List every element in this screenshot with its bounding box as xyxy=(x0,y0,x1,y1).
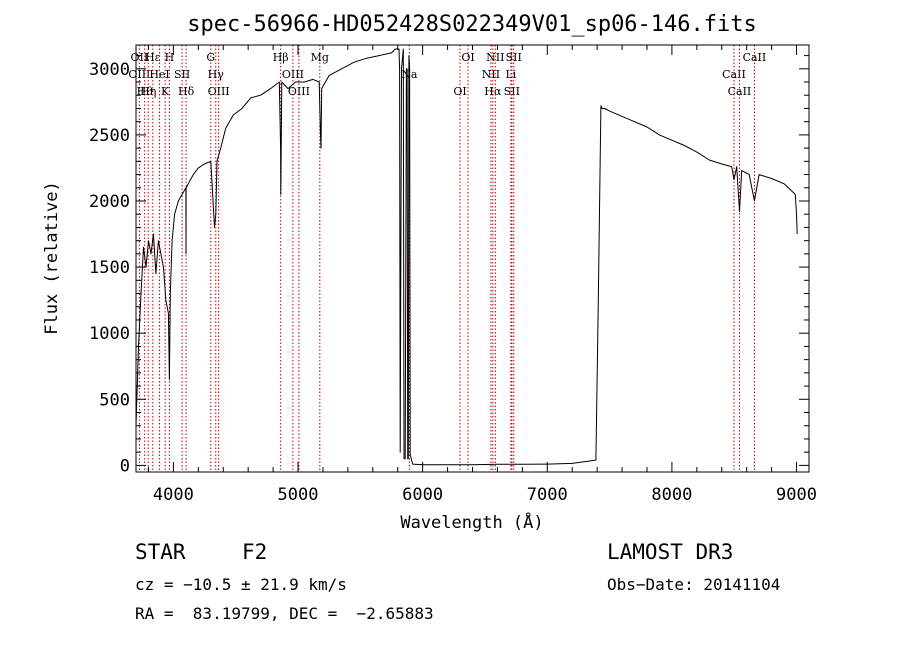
line-label-14-0: OIII xyxy=(288,85,310,98)
y-tick-label-1500: 1500 xyxy=(89,258,130,278)
line-label-12-0: Hβ xyxy=(273,51,289,64)
y-axis-label: Flux (relative) xyxy=(42,181,62,335)
line-label-19-0: NII xyxy=(482,68,500,81)
line-label-10-0: Hγ xyxy=(208,68,225,81)
y-axis: 0 500 1000 1500 2000 2500 3000 xyxy=(89,55,809,476)
line-label-7-0: SII xyxy=(174,68,190,81)
y-tick-label-0: 0 xyxy=(120,456,130,476)
line-label-2-0: Hη xyxy=(140,85,156,98)
x-tick-label-8000: 8000 xyxy=(651,485,692,505)
line-label-9-0: G xyxy=(206,51,215,64)
x-axis: 4000 5000 6000 7000 8000 9000 xyxy=(147,45,817,505)
x-tick-label-9000: 9000 xyxy=(776,485,817,505)
survey-name: LAMOST DR3 xyxy=(607,540,734,564)
line-label-26-0: CaII xyxy=(728,85,752,98)
line-label-17-0: OI xyxy=(453,85,466,98)
spectrum-series xyxy=(135,48,798,466)
line-label-20-0: Hα xyxy=(484,85,502,98)
line-label-21-0: NII xyxy=(486,51,504,64)
line-label-8-0: Hδ xyxy=(178,85,195,98)
y-tick-label-3000: 3000 xyxy=(89,60,130,80)
x-tick-label-6000: 6000 xyxy=(402,485,443,505)
line-label-23-0: SII xyxy=(504,85,520,98)
object-type: STAR xyxy=(135,540,186,564)
x-tick-label-7000: 7000 xyxy=(527,485,568,505)
plot-frame xyxy=(135,44,810,473)
x-tick-label-5000: 5000 xyxy=(278,485,319,505)
redshift-text: cz = −10.5 ± 21.9 km/s xyxy=(135,575,347,594)
coordinates: RA = 83.19799, DEC = −2.65883 xyxy=(135,604,434,623)
y-tick-label-2500: 2500 xyxy=(89,126,130,146)
line-label-0-1: OIII xyxy=(128,68,150,81)
line-label-13-0: OIII xyxy=(282,68,304,81)
line-label-15-0: Mg xyxy=(311,51,329,64)
line-label-22-0: Li xyxy=(505,68,516,81)
line-label-5-0: K xyxy=(161,85,170,98)
subclass: F2 xyxy=(242,540,268,564)
line-markers: OIIOIIIHθHηHεHeIKHSIIHδGHγOIIIHβOIIIOIII… xyxy=(128,45,766,472)
line-label-18-0: OI xyxy=(461,51,474,64)
line-label-24-0: SII xyxy=(506,51,522,64)
chart-title: spec-56966-HD052428S022349V01_sp06-146.f… xyxy=(187,12,757,37)
y-tick-label-2000: 2000 xyxy=(89,192,130,212)
line-label-25-0: CaII xyxy=(722,68,746,81)
line-label-6-0: H xyxy=(165,51,175,64)
y-tick-label-1000: 1000 xyxy=(89,324,130,344)
line-label-3-0: Hε xyxy=(145,51,161,64)
line-label-0-0: OII xyxy=(131,51,149,64)
obs-date: Obs−Date: 20141104 xyxy=(607,575,781,594)
line-label-4-0: HeI xyxy=(149,68,169,81)
x-axis-label: Wavelength (Å) xyxy=(400,511,543,533)
y-tick-label-500: 500 xyxy=(99,390,130,410)
line-label-27-0: CaII xyxy=(743,51,767,64)
line-label-11-0: OIII xyxy=(208,85,230,98)
spectrum-line-0 xyxy=(135,48,798,466)
x-tick-label-4000: 4000 xyxy=(153,485,194,505)
